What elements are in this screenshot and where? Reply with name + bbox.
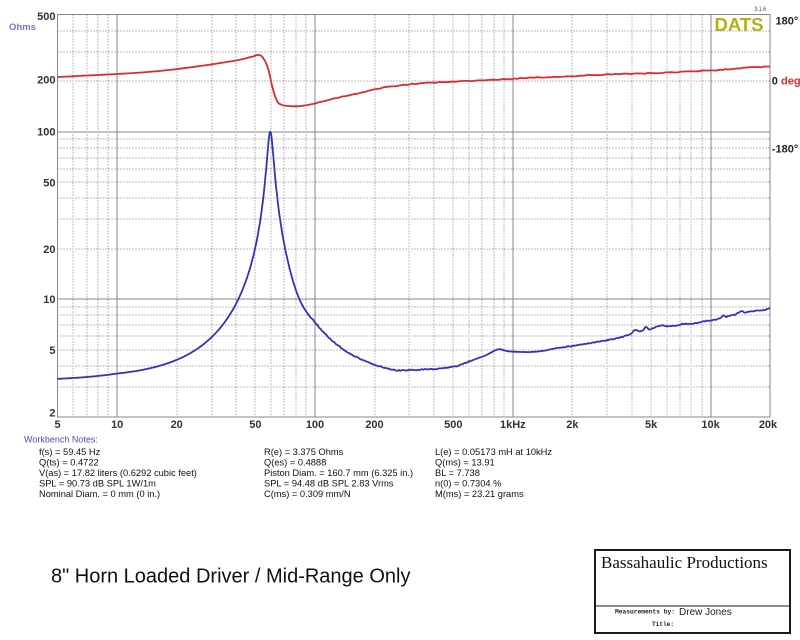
- svg-text:5: 5: [49, 345, 55, 357]
- svg-text:10: 10: [43, 294, 55, 306]
- svg-text:500: 500: [37, 11, 55, 23]
- svg-text:Q(ms) = 13.91: Q(ms) = 13.91: [435, 458, 495, 468]
- svg-text:Q(ts) = 0.4722: Q(ts) = 0.4722: [39, 458, 99, 468]
- svg-text:n(0) = 0.7304 %: n(0) = 0.7304 %: [435, 479, 501, 489]
- svg-text:200: 200: [365, 419, 383, 431]
- svg-text:200: 200: [37, 75, 55, 87]
- svg-text:2: 2: [49, 407, 55, 419]
- svg-text:L(e) = 0.05173 mH at 10kHz: L(e) = 0.05173 mH at 10kHz: [435, 447, 552, 457]
- svg-text:Measurements by:: Measurements by:: [615, 609, 675, 616]
- svg-text:10: 10: [111, 419, 123, 431]
- svg-text:Nominal Diam. = 0 mm (0 in.): Nominal Diam. = 0 mm (0 in.): [39, 489, 160, 499]
- svg-text:180°: 180°: [776, 15, 799, 27]
- svg-text:2k: 2k: [566, 419, 579, 431]
- svg-text:100: 100: [37, 127, 55, 139]
- svg-text:C(ms) = 0.309 mm/N: C(ms) = 0.309 mm/N: [264, 489, 351, 499]
- svg-text:50: 50: [249, 419, 261, 431]
- svg-text:20: 20: [43, 244, 55, 256]
- svg-text:Bassahaulic Productions: Bassahaulic Productions: [601, 553, 768, 572]
- svg-text:R(e) = 3.375 Ohms: R(e) = 3.375 Ohms: [264, 447, 344, 457]
- svg-text:Q(es) = 0.4888: Q(es) = 0.4888: [264, 458, 326, 468]
- svg-text:Workbench Notes:: Workbench Notes:: [24, 435, 98, 445]
- svg-text:Piston Diam. = 160.7 mm (6.325: Piston Diam. = 160.7 mm (6.325 in.): [264, 468, 413, 478]
- svg-text:DATS: DATS: [715, 14, 764, 35]
- svg-text:SPL = 94.48 dB SPL 2.83 Vrms: SPL = 94.48 dB SPL 2.83 Vrms: [264, 479, 394, 489]
- svg-text:20: 20: [171, 419, 183, 431]
- svg-text:3.1.6: 3.1.6: [755, 7, 767, 13]
- svg-text:V(as) = 17.82 liters (0.6292: V(as) = 17.82 liters (0.6292 cubic feet): [39, 468, 197, 478]
- svg-text:Drew Jones: Drew Jones: [679, 607, 732, 618]
- svg-text:0 deg: 0 deg: [772, 76, 800, 88]
- svg-text:Ohms: Ohms: [9, 22, 36, 33]
- svg-text:10k: 10k: [701, 419, 720, 431]
- svg-text:-180°: -180°: [772, 143, 798, 155]
- svg-text:Title:: Title:: [652, 621, 674, 628]
- svg-text:5k: 5k: [645, 419, 658, 431]
- svg-text:100: 100: [306, 419, 324, 431]
- svg-text:500: 500: [444, 419, 462, 431]
- svg-text:5: 5: [55, 419, 61, 431]
- svg-text:M(ms) = 23.21 grams: M(ms) = 23.21 grams: [435, 489, 524, 499]
- svg-text:SPL = 90.73 dB SPL 1W/1m: SPL = 90.73 dB SPL 1W/1m: [39, 479, 156, 489]
- svg-text:20k: 20k: [759, 419, 778, 431]
- svg-text:8" Horn Loaded Driver / Mid-Ra: 8" Horn Loaded Driver / Mid-Range Only: [51, 566, 410, 588]
- svg-text:BL = 7.738: BL = 7.738: [435, 468, 480, 478]
- svg-text:1kHz: 1kHz: [500, 419, 526, 431]
- svg-text:50: 50: [43, 177, 55, 189]
- svg-text:f(s) = 59.45 Hz: f(s) = 59.45 Hz: [39, 447, 101, 457]
